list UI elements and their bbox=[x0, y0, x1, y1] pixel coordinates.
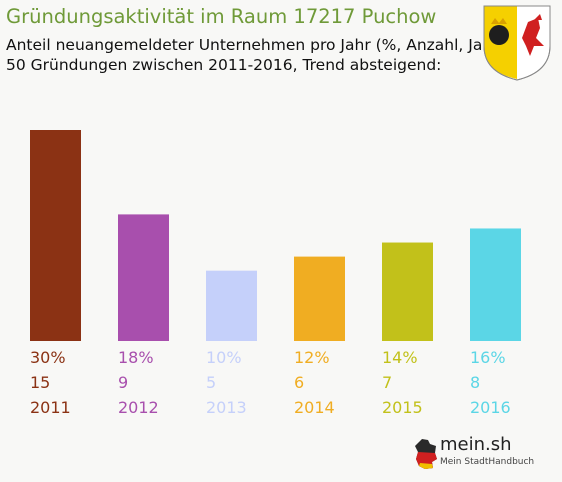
logo-tagline: Mein StadtHandbuch bbox=[440, 457, 535, 467]
bar-2016 bbox=[470, 228, 521, 341]
bar-2015 bbox=[382, 242, 433, 341]
year-label-2013: 2013 bbox=[206, 398, 247, 417]
count-label-2015: 7 bbox=[382, 373, 393, 392]
year-label-2016: 2016 bbox=[470, 398, 511, 417]
bar-2012 bbox=[118, 214, 169, 341]
count-label-2013: 5 bbox=[206, 373, 217, 392]
coat-of-arms-icon bbox=[483, 5, 551, 81]
chart-summary: 50 Gründungen zwischen 2011-2016, Trend … bbox=[6, 56, 442, 74]
year-label-2011: 2011 bbox=[30, 398, 71, 417]
bar-2013 bbox=[206, 270, 257, 341]
percent-label-2013: 10% bbox=[206, 348, 242, 367]
year-label-2015: 2015 bbox=[382, 398, 423, 417]
percent-label-2015: 14% bbox=[382, 348, 418, 367]
bar-2014 bbox=[294, 256, 345, 341]
germany-map-icon bbox=[415, 439, 437, 469]
mein-sh-logo[interactable]: mein.sh Mein StadtHandbuch bbox=[412, 434, 534, 474]
percent-label-2011: 30% bbox=[30, 348, 66, 367]
year-label-2014: 2014 bbox=[294, 398, 335, 417]
percent-label-2016: 16% bbox=[470, 348, 506, 367]
chart-subtitle: Anteil neuangemeldeter Unternehmen pro J… bbox=[6, 36, 505, 54]
count-label-2011: 15 bbox=[30, 373, 51, 392]
logo-text: mein.sh bbox=[440, 434, 512, 455]
count-label-2014: 6 bbox=[294, 373, 305, 392]
year-label-2012: 2012 bbox=[118, 398, 159, 417]
count-label-2016: 8 bbox=[470, 373, 481, 392]
count-label-2012: 9 bbox=[118, 373, 129, 392]
percent-label-2014: 12% bbox=[294, 348, 330, 367]
bar-2011 bbox=[30, 130, 81, 341]
chart-title: Gründungsaktivität im Raum 17217 Puchow bbox=[6, 5, 437, 28]
percent-label-2012: 18% bbox=[118, 348, 154, 367]
